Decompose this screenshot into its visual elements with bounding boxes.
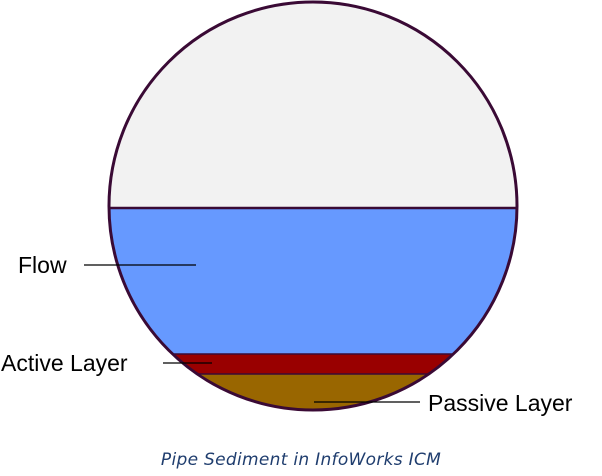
active-layer-label: Active Layer [1,350,128,376]
diagram-caption: Pipe Sediment in InfoWorks ICM [160,450,442,470]
pipe-outline [107,0,519,412]
pipe-interior [109,2,517,410]
passive-layer-label: Passive Layer [428,390,573,416]
empty-space-region [109,2,517,208]
active-layer-region [109,354,517,374]
flow-region [109,208,517,354]
flow-label: Flow [18,252,67,278]
